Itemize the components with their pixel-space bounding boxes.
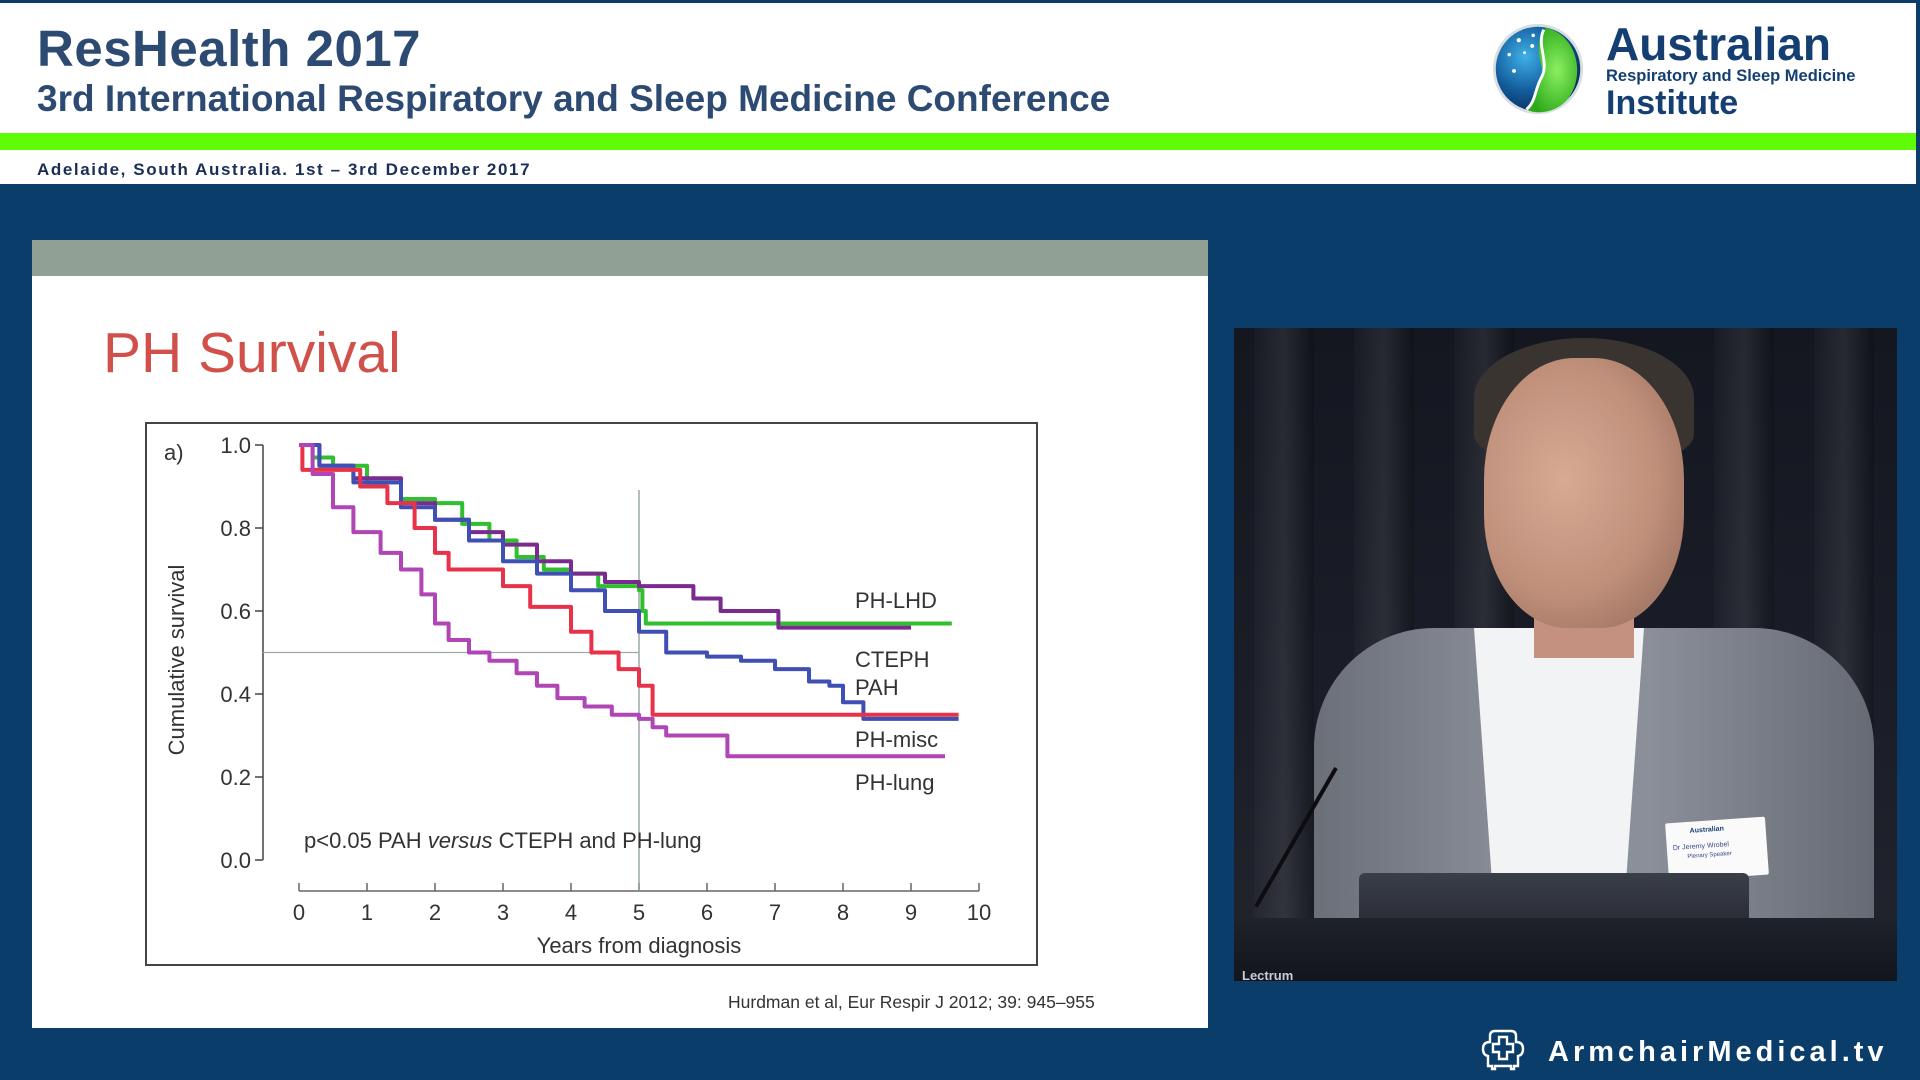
x-tick-label: 1 — [361, 900, 373, 925]
x-tick-label: 2 — [429, 900, 441, 925]
annotation-prefix: p<0.05 PAH — [304, 828, 428, 853]
x-tick-label: 9 — [905, 900, 917, 925]
citation: Hurdman et al, Eur Respir J 2012; 39: 94… — [728, 992, 1095, 1012]
x-axis-ticks: 0 1 2 3 4 5 6 7 8 9 10 — [293, 883, 991, 925]
curtain-fold — [1254, 328, 1314, 981]
lectern-label: Lectrum — [1242, 968, 1294, 981]
x-tick-label: 3 — [497, 900, 509, 925]
slide-top-bar — [32, 240, 1208, 276]
presentation-slide: PH Survival Hurdman et al, Eur Respir J … — [32, 240, 1208, 1028]
y-axis-ticks: 0.0 0.2 0.4 0.6 0.8 1.0 — [220, 433, 263, 873]
legend-pah: PAH — [855, 675, 899, 700]
conference-title: ResHealth 2017 — [37, 20, 422, 77]
lectern — [1234, 918, 1897, 981]
x-tick-label: 0 — [293, 900, 305, 925]
curve-ph-lhd — [299, 443, 952, 626]
logo-text-australian: Australian — [1606, 18, 1831, 70]
x-tick-label: 5 — [633, 900, 645, 925]
logo-text-rsm: Respiratory and Sleep Medicine — [1606, 67, 1856, 85]
badge-name: Dr Jeremy Wrobel — [1672, 841, 1730, 853]
curve-ph-misc — [299, 443, 959, 717]
y-tick-label: 1.0 — [220, 433, 251, 458]
y-tick-label: 0.4 — [220, 682, 251, 707]
survival-chart-frame — [145, 422, 1038, 966]
conference-header: ResHealth 2017 3rd International Respira… — [0, 3, 1920, 184]
survival-curves — [299, 443, 959, 759]
header-edge — [1916, 3, 1920, 184]
armchair-cross-icon — [1481, 1029, 1525, 1071]
p-value-annotation: p<0.05 PAH versus CTEPH and PH-lung — [304, 828, 702, 853]
conference-subtitle: 3rd International Respiratory and Sleep … — [37, 78, 1111, 119]
speaker-video[interactable]: Australian Dr Jeremy Wrobel Plenary Spea… — [1234, 328, 1897, 981]
y-tick-label: 0.0 — [220, 848, 251, 873]
curve-cteph — [299, 443, 911, 630]
annotation-italic: versus — [428, 828, 493, 853]
logo-text-institute: Institute — [1606, 84, 1739, 122]
y-axis-label: Cumulative survival — [164, 565, 189, 756]
speaker-face — [1484, 358, 1684, 628]
x-axis-label: Years from diagnosis — [537, 933, 742, 958]
date-location: Adelaide, South Australia. 1st – 3rd Dec… — [37, 160, 532, 179]
curve-ph-lung — [299, 443, 945, 759]
curve-pah — [299, 443, 959, 721]
x-tick-label: 7 — [769, 900, 781, 925]
y-tick-label: 0.2 — [220, 765, 251, 790]
x-tick-label: 8 — [837, 900, 849, 925]
footer-brand: ArmchairMedical.tv — [1548, 1036, 1888, 1068]
x-tick-label: 10 — [967, 900, 991, 925]
legend-ph-lung: PH-lung — [855, 770, 934, 795]
y-tick-label: 0.8 — [220, 516, 251, 541]
top-border — [0, 0, 1920, 3]
legend-cteph: CTEPH — [855, 647, 930, 672]
badge-role: Plenary Speaker — [1687, 850, 1732, 861]
annotation-suffix: CTEPH and PH-lung — [493, 828, 702, 853]
badge-org: Australian — [1689, 825, 1725, 835]
slide-title: PH Survival — [103, 321, 401, 385]
legend-ph-lhd: PH-LHD — [855, 588, 937, 613]
name-badge: Australian Dr Jeremy Wrobel Plenary Spea… — [1665, 816, 1769, 882]
globe-leaf-logo-icon — [1492, 23, 1584, 115]
accent-bar — [0, 133, 1920, 150]
reference-lines — [263, 490, 640, 891]
legend-ph-misc: PH-misc — [855, 727, 938, 752]
panel-label: a) — [164, 440, 184, 465]
y-tick-label: 0.6 — [220, 599, 251, 624]
x-tick-label: 4 — [565, 900, 577, 925]
x-tick-label: 6 — [701, 900, 713, 925]
